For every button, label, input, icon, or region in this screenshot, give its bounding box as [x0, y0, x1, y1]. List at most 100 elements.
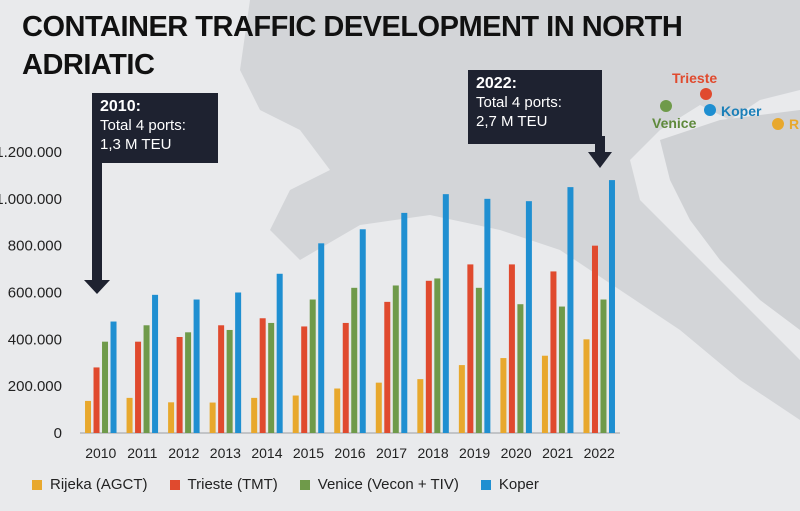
bar-rijeka-2014 — [251, 397, 258, 433]
bar-venice-2013 — [226, 329, 233, 433]
bar-koper-2016 — [359, 229, 366, 433]
y-tick-label: 0 — [54, 425, 62, 442]
city-label-rijeka: R — [789, 116, 800, 132]
legend-label-rijeka: Rijeka (AGCT) — [50, 476, 148, 493]
callout-2010-line2: 1,3 M TEU — [100, 136, 172, 153]
callout-arrows — [84, 136, 612, 294]
y-tick-label: 800.000 — [8, 238, 62, 255]
bar-rijeka-2018 — [417, 379, 424, 433]
bar-koper-2017 — [401, 212, 408, 433]
bar-rijeka-2013 — [209, 402, 216, 433]
bar-venice-2011 — [143, 325, 150, 433]
x-tick-label: 2017 — [376, 445, 407, 461]
x-tick-label: 2011 — [127, 445, 157, 461]
title-line-2: ADRIATIC — [22, 49, 155, 81]
bar-venice-2010 — [102, 341, 109, 433]
bar-trieste-2013 — [218, 325, 225, 433]
bar-trieste-2011 — [135, 341, 142, 433]
bar-trieste-2017 — [384, 301, 391, 433]
rijeka-dot — [772, 118, 784, 130]
bar-trieste-2014 — [259, 318, 266, 433]
bar-venice-2022 — [600, 299, 607, 433]
legend-item-rijeka: Rijeka (AGCT) — [32, 476, 148, 493]
y-tick-label: 200.000 — [8, 378, 62, 395]
x-axis: 2010 2011 2012 2013 2014 2015 2016 2017 2018 2019… — [85, 445, 615, 461]
bar-rijeka-2021 — [541, 355, 548, 433]
bar-koper-2013 — [235, 292, 242, 433]
bar-koper-2021 — [567, 187, 574, 433]
bar-trieste-2021 — [550, 271, 557, 433]
bar-koper-2022 — [608, 180, 615, 433]
bar-trieste-2022 — [591, 245, 598, 433]
callout-2022: 2022: Total 4 ports: 2,7 M TEU — [468, 70, 602, 144]
bar-rijeka-2016 — [334, 388, 341, 433]
bar-venice-2019 — [475, 287, 482, 433]
legend-label-koper: Koper — [498, 476, 539, 493]
y-tick-label: 400.000 — [8, 331, 62, 348]
x-tick-label: 2016 — [334, 445, 365, 461]
x-tick-label: 2015 — [293, 445, 324, 461]
bar-rijeka-2017 — [375, 382, 382, 433]
bar-koper-2012 — [193, 299, 200, 433]
bar-koper-2019 — [484, 198, 491, 433]
x-tick-label: 2014 — [251, 445, 282, 461]
legend-label-trieste: Trieste (TMT) — [187, 476, 278, 493]
x-tick-label: 2010 — [85, 445, 116, 461]
venice-dot — [660, 100, 672, 112]
bar-koper-2020 — [525, 201, 532, 433]
bar-rijeka-2015 — [292, 395, 299, 433]
chart-title: CONTAINER TRAFFIC DEVELOPMENT IN NORTH A… — [22, 8, 742, 84]
bar-trieste-2012 — [176, 336, 183, 433]
x-tick-label: 2021 — [542, 445, 573, 461]
bar-trieste-2010 — [93, 367, 100, 433]
bar-rijeka-2022 — [583, 339, 590, 433]
legend-swatch-rijeka — [32, 479, 42, 490]
city-label-koper: Koper — [721, 103, 762, 119]
balkan-landmass — [660, 110, 800, 330]
legend-label-venice: Venice (Vecon + TIV) — [317, 476, 459, 493]
legend-swatch-trieste — [169, 479, 180, 490]
legend-item-venice: Venice (Vecon + TIV) — [299, 476, 459, 493]
bar-trieste-2019 — [467, 264, 474, 433]
bar-venice-2018 — [434, 278, 441, 433]
bar-rijeka-2010 — [85, 400, 92, 433]
x-tick-label: 2022 — [584, 445, 615, 461]
legend-item-koper: Koper — [480, 476, 539, 493]
x-tick-label: 2012 — [168, 445, 199, 461]
bar-venice-2014 — [268, 322, 275, 433]
bar-trieste-2018 — [425, 280, 432, 433]
callout-2010-year: 2010: — [100, 98, 141, 115]
y-tick-label: 1.200.000 — [0, 144, 62, 161]
bar-rijeka-2020 — [500, 358, 507, 433]
chart-legend: Rijeka (AGCT) Trieste (TMT) Venice (Veco… — [32, 476, 539, 493]
x-tick-label: 2013 — [210, 445, 241, 461]
callout-2022-line1: Total 4 ports: — [476, 94, 562, 111]
arrow-2010 — [84, 155, 110, 294]
bar-venice-2012 — [185, 332, 192, 433]
legend-swatch-venice — [299, 479, 310, 490]
callout-2010: 2010: Total 4 ports: 1,3 M TEU — [92, 93, 218, 163]
bar-koper-2018 — [442, 194, 449, 433]
bar-koper-2015 — [318, 243, 325, 433]
bar-series-group — [85, 180, 615, 433]
bar-koper-2014 — [276, 273, 283, 433]
x-tick-label: 2020 — [501, 445, 532, 461]
bar-venice-2017 — [392, 285, 399, 433]
callout-2022-line2: 2,7 M TEU — [476, 113, 548, 130]
title-line-1: CONTAINER TRAFFIC DEVELOPMENT IN NORTH — [22, 11, 683, 43]
callout-2010-line1: Total 4 ports: — [100, 117, 186, 134]
city-label-trieste: Trieste — [672, 70, 718, 86]
legend-item-trieste: Trieste (TMT) — [169, 476, 278, 493]
bar-trieste-2020 — [508, 264, 515, 433]
callout-2022-year: 2022: — [476, 75, 517, 92]
y-axis: 0 200.000 400.000 600.000 800.000 1.000.000 1.… — [0, 144, 620, 442]
bar-koper-2010 — [110, 321, 117, 433]
trieste-dot — [700, 88, 712, 100]
bar-trieste-2015 — [301, 326, 308, 433]
bar-venice-2020 — [517, 304, 524, 433]
bar-rijeka-2011 — [126, 397, 133, 433]
bar-rijeka-2019 — [458, 365, 465, 433]
bar-venice-2016 — [351, 287, 358, 433]
y-tick-label: 1.000.000 — [0, 191, 62, 208]
